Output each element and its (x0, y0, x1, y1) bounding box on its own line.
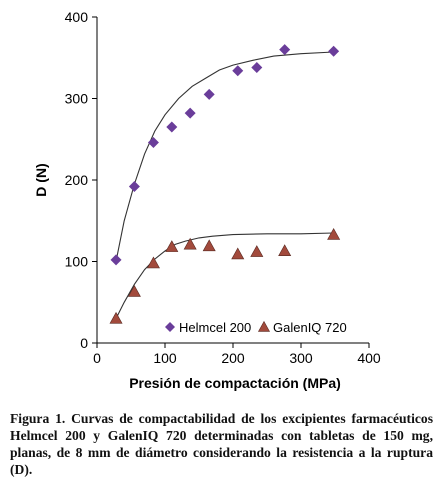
data-point-series-1 (232, 65, 244, 77)
data-point-series-2 (109, 311, 123, 324)
legend: Helmcel 200 GalenIQ 720 (165, 320, 347, 335)
legend-marker-series-1 (165, 322, 175, 332)
trendline-series-2 (115, 232, 334, 319)
data-point-series-2 (278, 244, 292, 257)
trendline-series-1 (115, 51, 334, 262)
x-tick-label: 200 (221, 350, 245, 366)
caption-prefix: Figura 1. (10, 411, 66, 426)
x-tick-label: 300 (289, 350, 313, 366)
data-point-series-1 (328, 45, 340, 57)
data-point-series-2 (250, 245, 264, 257)
x-tick-label: 400 (357, 350, 381, 366)
x-tick-label: 100 (153, 350, 177, 366)
data-point-series-2 (231, 247, 245, 260)
data-point-series-1 (166, 121, 178, 133)
figure-caption: Figura 1. Curvas de compactabilidad de l… (10, 410, 433, 478)
compactability-chart: 0 100 200 300 400 0 100 200 300 400 Helmcel 200 Ga… (33, 9, 381, 391)
data-point-series-1 (110, 254, 122, 266)
y-tick-label: 200 (65, 172, 89, 188)
y-tick-label: 0 (80, 335, 88, 351)
data-point-series-2 (146, 256, 160, 269)
data-point-series-2 (202, 239, 216, 252)
data-point-series-2 (183, 237, 197, 250)
data-point-series-1 (203, 88, 215, 100)
x-axis-label: Presión de compactación (MPa) (129, 375, 341, 391)
y-tick-label: 100 (65, 254, 89, 270)
axis-ticks: 0 100 200 300 400 0 100 200 300 400 (65, 9, 381, 366)
legend-label-series-1: Helmcel 200 (179, 320, 251, 335)
y-tick-label: 400 (65, 9, 89, 25)
x-tick-label: 0 (93, 350, 101, 366)
data-point-series-1 (128, 181, 140, 193)
legend-marker-series-2 (257, 320, 271, 332)
data-point-series-2 (165, 240, 179, 252)
data-point-series-2 (127, 285, 141, 297)
data-points (109, 44, 341, 324)
data-point-series-1 (184, 107, 196, 119)
data-point-series-1 (279, 44, 291, 56)
data-point-series-2 (327, 227, 341, 240)
y-tick-label: 300 (65, 91, 89, 107)
data-point-series-1 (147, 137, 159, 149)
y-axis-label: D (N) (33, 163, 49, 196)
data-point-series-1 (251, 62, 263, 74)
trendlines (115, 51, 334, 319)
caption-text: Curvas de compactabilidad de los excipie… (10, 411, 433, 477)
legend-label-series-2: GalenIQ 720 (273, 320, 347, 335)
